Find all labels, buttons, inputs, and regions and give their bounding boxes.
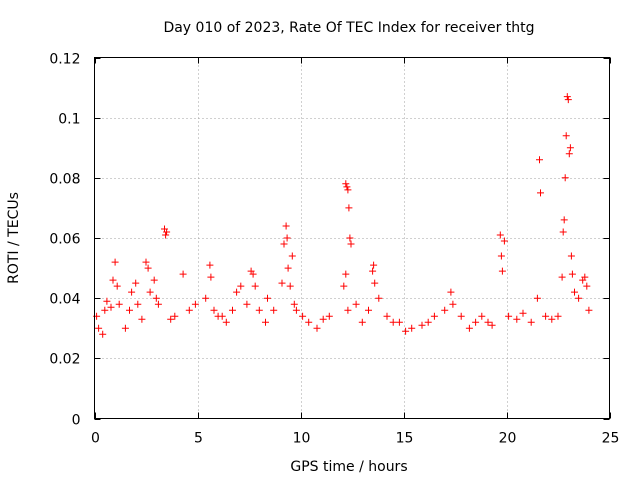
x-tick-label: 20: [499, 431, 517, 447]
grid-lines: [94, 57, 610, 419]
y-tick-label: 0: [72, 413, 81, 429]
axis-ticks: 0 5 10 15 20 25 0 0.02 0.04 0.06 0.08 0.1 0.12: [49, 52, 619, 447]
y-tick-label: 0.12: [49, 52, 80, 68]
y-tick-label: 0.06: [49, 232, 80, 248]
data-point-markers: [93, 93, 593, 338]
x-tick-label: 5: [194, 431, 203, 447]
y-tick-label: 0.08: [49, 172, 80, 188]
x-tick-label: 10: [293, 431, 311, 447]
x-axis-label: GPS time / hours: [290, 459, 407, 475]
x-tick-label: 0: [91, 431, 100, 447]
data-points: [93, 93, 593, 338]
y-axis-label: ROTI / TECUs: [6, 192, 22, 284]
y-tick-label: 0.1: [58, 112, 80, 128]
x-tick-label: 25: [602, 431, 620, 447]
chart-title: Day 010 of 2023, Rate Of TEC Index for r…: [163, 20, 534, 36]
y-tick-label: 0.02: [49, 352, 80, 368]
x-tick-label: 15: [396, 431, 414, 447]
y-tick-label: 0.04: [49, 292, 80, 308]
